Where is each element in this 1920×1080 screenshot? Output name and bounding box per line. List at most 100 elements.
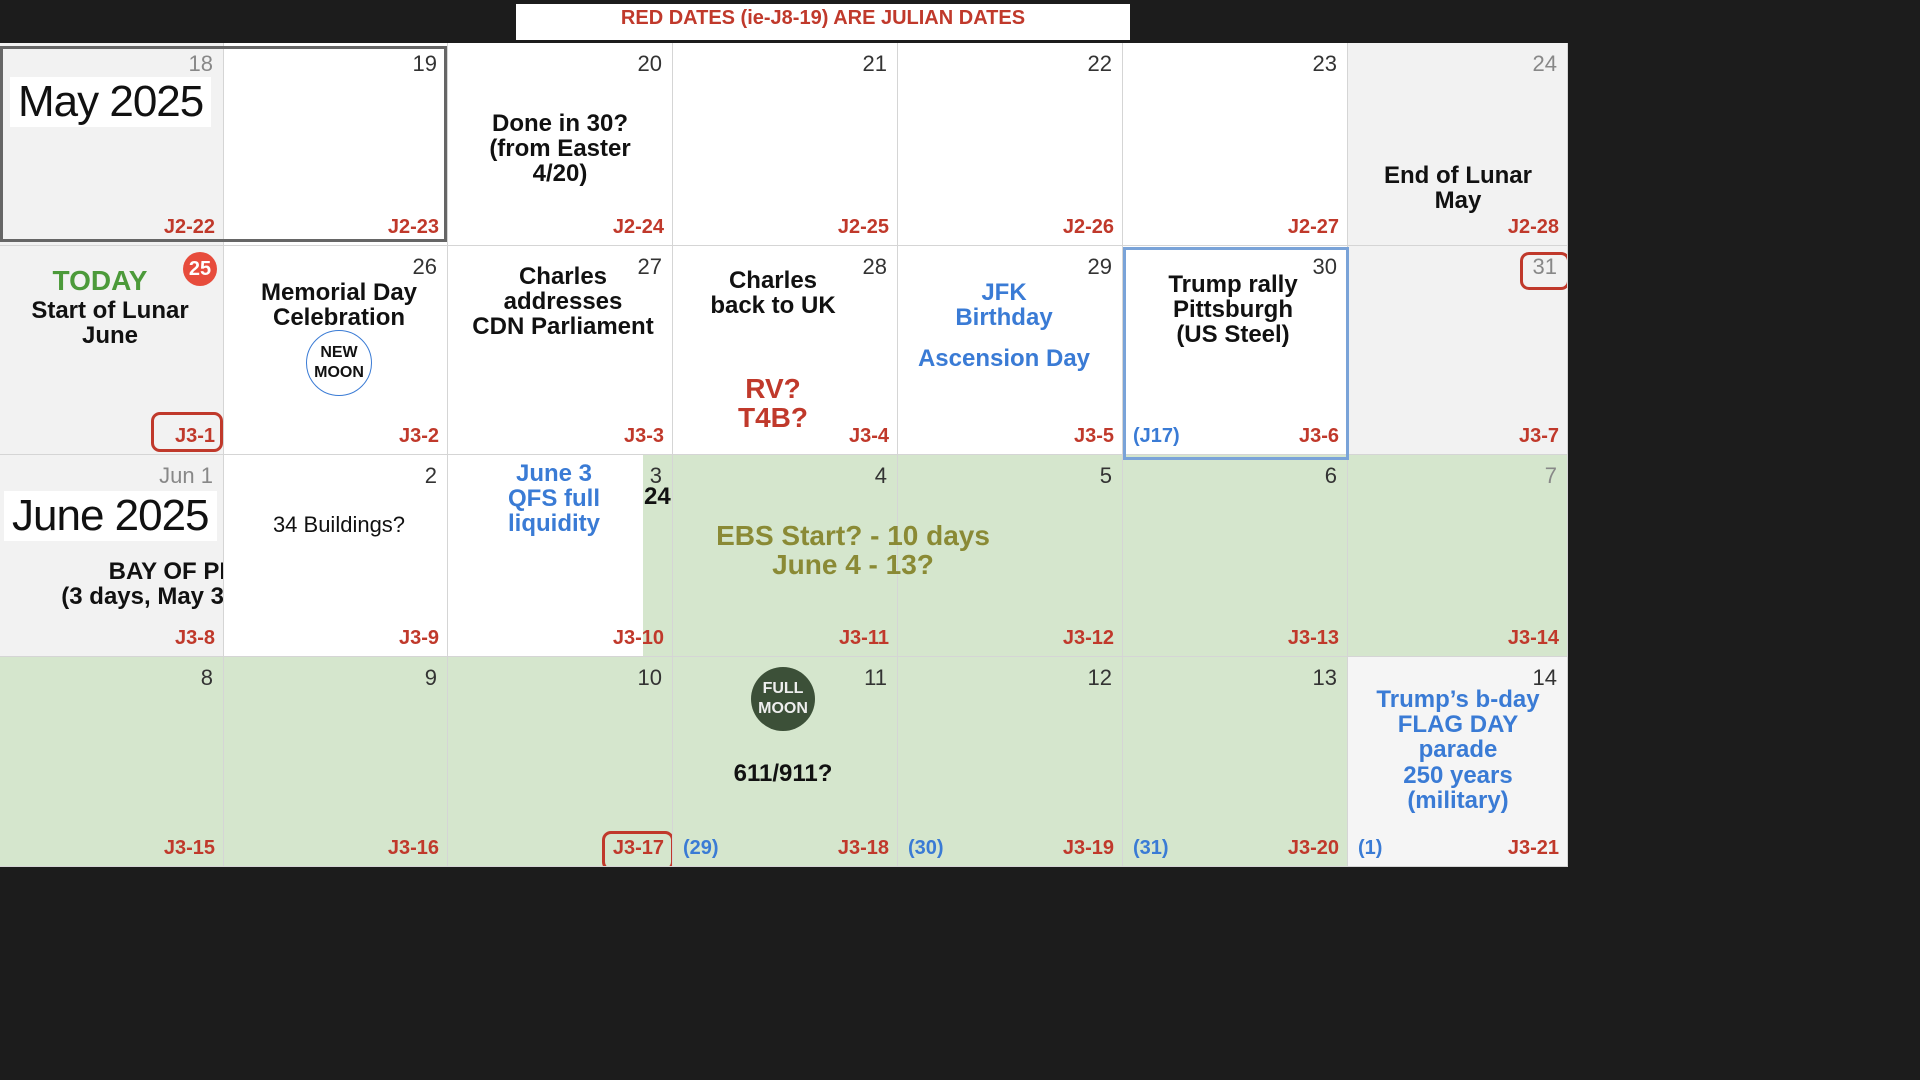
day-cell[interactable]: 13 J3-20 (31) bbox=[1123, 657, 1348, 867]
month-label-may: May 2025 bbox=[10, 77, 212, 127]
day-cell[interactable]: 30 J3-6 (J17) Trump rally Pittsburgh (US St… bbox=[1123, 246, 1348, 455]
day-number: 24 bbox=[1532, 51, 1557, 76]
event-34-buildings: 34 Buildings? bbox=[272, 512, 406, 537]
event-rv-t4b: RV? T4B? bbox=[738, 373, 808, 434]
day-number: 10 bbox=[637, 665, 662, 690]
day-cell[interactable]: 10 J3-17 bbox=[448, 657, 673, 867]
day-number: 14 bbox=[1532, 665, 1557, 690]
day-cell[interactable]: Jun 1 J3-8 June 2025 BAY OF PIGS? (3 days, … bbox=[0, 455, 224, 657]
today-badge: 25 bbox=[183, 252, 217, 286]
julian-date: J2-27 bbox=[1287, 216, 1339, 238]
day-cell[interactable]: 26 J3-2 Memorial Day Celebration NEW MOON bbox=[224, 246, 448, 455]
day-number: 21 bbox=[862, 51, 887, 76]
day-number: 18 bbox=[188, 51, 213, 76]
day-number: 9 bbox=[424, 665, 437, 690]
julian-date: J3-18 bbox=[837, 837, 889, 859]
day-cell[interactable]: 29 J3-5 JFK Birthday Ascension Day bbox=[898, 246, 1123, 455]
event-trump-birthday: Trump’s b-day FLAG DAY parade 250 years … bbox=[1376, 686, 1540, 814]
calendar-grid: 18 J2-22 May 2025 19 J2-23 20 J2-24 Done in 30?… bbox=[0, 43, 1568, 867]
day-cell[interactable]: 9 J3-16 bbox=[224, 657, 448, 867]
moon-text: FULL bbox=[762, 680, 804, 697]
day-cell[interactable]: 12 J3-19 (30) bbox=[898, 657, 1123, 867]
julian-date: J3-7 bbox=[1518, 425, 1559, 447]
event-start-lunar-june: Start of Lunar June bbox=[31, 297, 189, 350]
day-number: 22 bbox=[1087, 51, 1112, 76]
day-number: 20 bbox=[637, 51, 662, 76]
julian-date: J3-12 bbox=[1062, 627, 1114, 649]
day-number: 30 bbox=[1312, 254, 1337, 279]
today-label: TODAY bbox=[52, 265, 148, 296]
day-cell[interactable]: 23 J2-27 bbox=[1123, 43, 1348, 246]
day-cell[interactable]: 14 J3-21 (1) Trump’s b-day FLAG DAY parade … bbox=[1348, 657, 1568, 867]
day-number: 29 bbox=[1087, 254, 1112, 279]
day-number: 5 bbox=[1099, 463, 1112, 488]
julian-date: J3-19 bbox=[1062, 837, 1114, 859]
day-cell[interactable]: 22 J2-26 bbox=[898, 43, 1123, 246]
event-611-911: 611/911? bbox=[733, 760, 833, 787]
julian-date: J3-4 bbox=[848, 425, 889, 447]
day-number: Jun 1 bbox=[159, 463, 213, 488]
day-cell[interactable]: 19 J2-23 bbox=[224, 43, 448, 246]
day-number: 6 bbox=[1324, 463, 1337, 488]
event-end-lunar-may: End of Lunar May bbox=[1384, 162, 1532, 215]
julian-date: J2-25 bbox=[837, 216, 889, 238]
day-number: 11 bbox=[864, 665, 887, 690]
day-cell[interactable]: 7 J3-14 bbox=[1348, 455, 1568, 657]
moon-text: NEW bbox=[320, 344, 358, 361]
day-cell[interactable]: 28 J3-4 Charles back to UK RV? T4B? bbox=[673, 246, 898, 455]
julian-date: J3-11 bbox=[838, 627, 889, 649]
day-cell[interactable]: 27 J3-3 Charles addresses CDN Parliament bbox=[448, 246, 673, 455]
parenthetical-count: (1) bbox=[1358, 837, 1383, 859]
day-number: 23 bbox=[1312, 51, 1337, 76]
julian-date: J3-6 bbox=[1298, 425, 1339, 447]
event-jfk-birthday: JFK Birthday bbox=[955, 279, 1053, 332]
day-cell[interactable]: 31 J3-7 bbox=[1348, 246, 1568, 455]
day-number: 4 bbox=[874, 463, 887, 488]
day-number: 3 bbox=[649, 463, 662, 488]
day-number: 26 bbox=[412, 254, 437, 279]
day-number: 7 bbox=[1544, 463, 1557, 488]
parenthetical-count: (31) bbox=[1133, 837, 1169, 859]
day-number: 8 bbox=[200, 665, 213, 690]
day-number: 19 bbox=[412, 51, 437, 76]
julian-date: J3-13 bbox=[1287, 627, 1339, 649]
moon-text: MOON bbox=[758, 700, 808, 717]
moon-text: MOON bbox=[314, 364, 364, 381]
day-cell[interactable]: 2 J3-9 34 Buildings? bbox=[224, 455, 448, 657]
julian-date: J3-2 bbox=[398, 425, 439, 447]
day-cell[interactable]: 3 J3-10 June 3 QFS full liquidity 24:00? bbox=[448, 455, 673, 657]
event-ascension-day: Ascension Day bbox=[917, 345, 1091, 372]
julian-date: J3-14 bbox=[1507, 627, 1559, 649]
day-number: 27 bbox=[637, 254, 662, 279]
event-charles-uk: Charles back to UK bbox=[710, 267, 836, 320]
parenthetical-count: (29) bbox=[683, 837, 719, 859]
day-number: 12 bbox=[1087, 665, 1112, 690]
day-cell[interactable]: 18 J2-22 May 2025 bbox=[0, 43, 224, 246]
julian-date: J3-15 bbox=[163, 837, 215, 859]
julian-date: J2-24 bbox=[612, 216, 664, 238]
event-bay-of-pigs: BAY OF PIGS? (3 days, May 31- Jun 3) bbox=[61, 558, 224, 611]
event-2400: 24:00? bbox=[643, 483, 672, 510]
julian-date: J2-26 bbox=[1062, 216, 1114, 238]
event-qfs-liquidity: June 3 QFS full liquidity bbox=[508, 460, 600, 538]
day-cell[interactable]: 4 J3-11 bbox=[673, 455, 898, 657]
parenthetical-count: (J17) bbox=[1133, 425, 1180, 447]
julian-date: J2-23 bbox=[387, 216, 439, 238]
julian-date: J3-3 bbox=[623, 425, 664, 447]
day-number: 13 bbox=[1312, 665, 1337, 690]
day-number: 31 bbox=[1532, 254, 1557, 279]
parenthetical-count: (30) bbox=[908, 837, 944, 859]
day-cell[interactable]: 11 J3-18 (29) FULL MOON 611/911? bbox=[673, 657, 898, 867]
julian-date: J3-10 bbox=[612, 627, 664, 649]
day-cell[interactable]: 5 J3-12 bbox=[898, 455, 1123, 657]
day-cell[interactable]: 6 J3-13 bbox=[1123, 455, 1348, 657]
day-cell[interactable]: 21 J2-25 bbox=[673, 43, 898, 246]
day-cell[interactable]: 20 J2-24 Done in 30? (from Easter 4/20) bbox=[448, 43, 673, 246]
julian-date: J3-5 bbox=[1073, 425, 1114, 447]
day-cell[interactable]: 24 J2-28 End of Lunar May bbox=[1348, 43, 1568, 246]
day-cell[interactable]: 8 J3-15 bbox=[0, 657, 224, 867]
julian-date: J2-28 bbox=[1507, 216, 1559, 238]
month-label-june: June 2025 bbox=[4, 491, 217, 541]
julian-date: J3-16 bbox=[387, 837, 439, 859]
